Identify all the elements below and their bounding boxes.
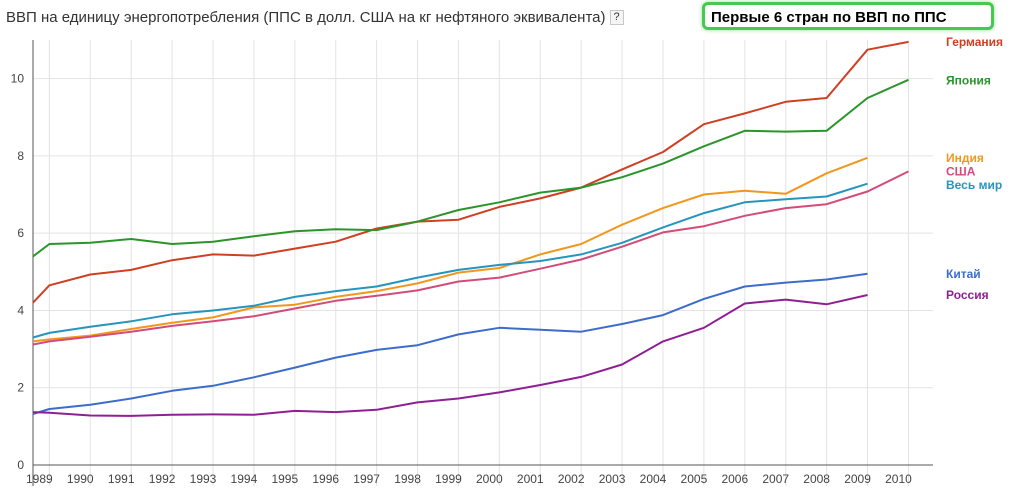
series-line[interactable] (32, 272, 868, 415)
help-icon[interactable]: ? (609, 10, 624, 25)
series-label: Весь мир (946, 178, 1002, 192)
x-tick-label: 2010 (885, 472, 912, 486)
x-tick-label: 2003 (599, 472, 626, 486)
y-tick-label: 6 (17, 226, 24, 240)
series-line[interactable] (32, 156, 868, 343)
x-tick-label: 1997 (353, 472, 380, 486)
series-lines (32, 40, 909, 417)
x-tick-label: 2001 (517, 472, 544, 486)
x-tick-label: 1996 (312, 472, 339, 486)
y-tick-label: 4 (17, 303, 24, 317)
x-tick-label: 1990 (67, 472, 94, 486)
series-label: Индия (946, 151, 984, 165)
x-tick-label: 1992 (149, 472, 176, 486)
y-tick-label: 0 (17, 458, 24, 472)
series-line[interactable] (32, 170, 909, 346)
series-line[interactable] (32, 294, 868, 417)
series-line[interactable] (32, 40, 909, 304)
x-tick-label: 2006 (721, 472, 748, 486)
top-countries-badge: Первые 6 стран по ВВП по ППС (702, 2, 994, 30)
y-tick-label: 10 (11, 72, 25, 86)
grid-lines (33, 40, 933, 486)
x-tick-label: 2004 (640, 472, 667, 486)
series-label: Япония (946, 74, 991, 88)
x-tick-label: 1993 (190, 472, 217, 486)
x-tick-label: 1991 (108, 472, 135, 486)
y-tick-label: 8 (17, 149, 24, 163)
x-tick-label: 1999 (435, 472, 462, 486)
series-label: Германия (946, 35, 1003, 49)
series-label: Россия (946, 288, 989, 302)
y-tick-label: 2 (17, 381, 24, 395)
x-tick-label: 2008 (803, 472, 830, 486)
series-line[interactable] (32, 182, 868, 339)
x-tick-label: 2000 (476, 472, 503, 486)
x-tick-label: 2005 (681, 472, 708, 486)
series-label: Китай (946, 267, 981, 281)
chart-title-row: ВВП на единицу энергопотребления (ППС в … (6, 9, 624, 26)
x-tick-label: 2002 (558, 472, 585, 486)
chart-title: ВВП на единицу энергопотребления (ППС в … (6, 9, 606, 26)
x-tick-label: 1995 (271, 472, 298, 486)
x-tick-label: 2007 (762, 472, 789, 486)
series-line[interactable] (32, 78, 909, 258)
x-tick-label: 1994 (231, 472, 258, 486)
x-tick-label: 2009 (844, 472, 871, 486)
axes: 0 2 4 6 8 10 1989 1990 1991 1992 1993 1994 1995 1996 1… (11, 40, 933, 486)
series-label: США (946, 164, 976, 178)
x-tick-label: 1998 (394, 472, 421, 486)
x-tick-label: 1989 (26, 472, 53, 486)
